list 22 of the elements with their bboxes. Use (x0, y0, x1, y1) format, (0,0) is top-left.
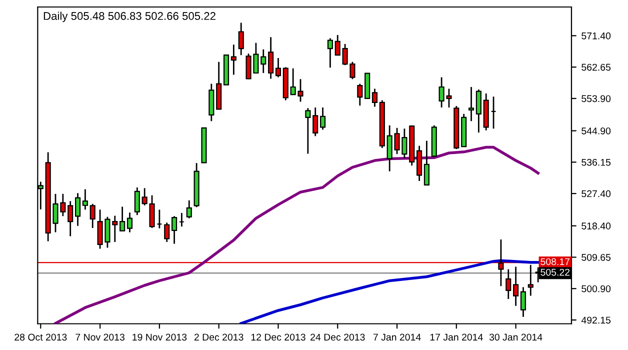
y-tick-label: 544.90 (582, 127, 611, 134)
x-tick-label: 12 Dec 2013 (251, 334, 306, 341)
x-tick-label: 2 Dec 2013 (194, 334, 244, 341)
x-tick-label: 28 Oct 2013 (14, 334, 67, 341)
y-tick-label: 518.40 (582, 222, 611, 230)
chart-title: Daily 505.48 506.83 502.66 505.22 (44, 12, 216, 22)
y-tick-label: 536.15 (582, 158, 611, 166)
y-tick-label: 562.65 (582, 64, 611, 71)
x-tick-label: 19 Nov 2013 (132, 334, 187, 341)
y-tick-label: 509.65 (582, 254, 611, 261)
x-tick-label: 7 Jan 2014 (373, 334, 421, 341)
x-tick-label: 7 Nov 2013 (76, 334, 124, 341)
ref-line-label: 508.17 (540, 258, 570, 266)
x-tick-label: 30 Jan 2014 (489, 334, 542, 341)
y-tick-label: 500.90 (582, 285, 611, 292)
y-tick-label: 527.40 (582, 190, 611, 198)
y-tick-label: 571.40 (582, 32, 611, 40)
x-tick-label: 17 Jan 2014 (430, 334, 483, 341)
y-tick-label: 492.15 (581, 316, 611, 324)
ref-line-label: 505.22 (540, 268, 570, 276)
x-tick-label: 24 Dec 2013 (310, 334, 365, 341)
y-tick-label: 553.90 (582, 95, 611, 102)
